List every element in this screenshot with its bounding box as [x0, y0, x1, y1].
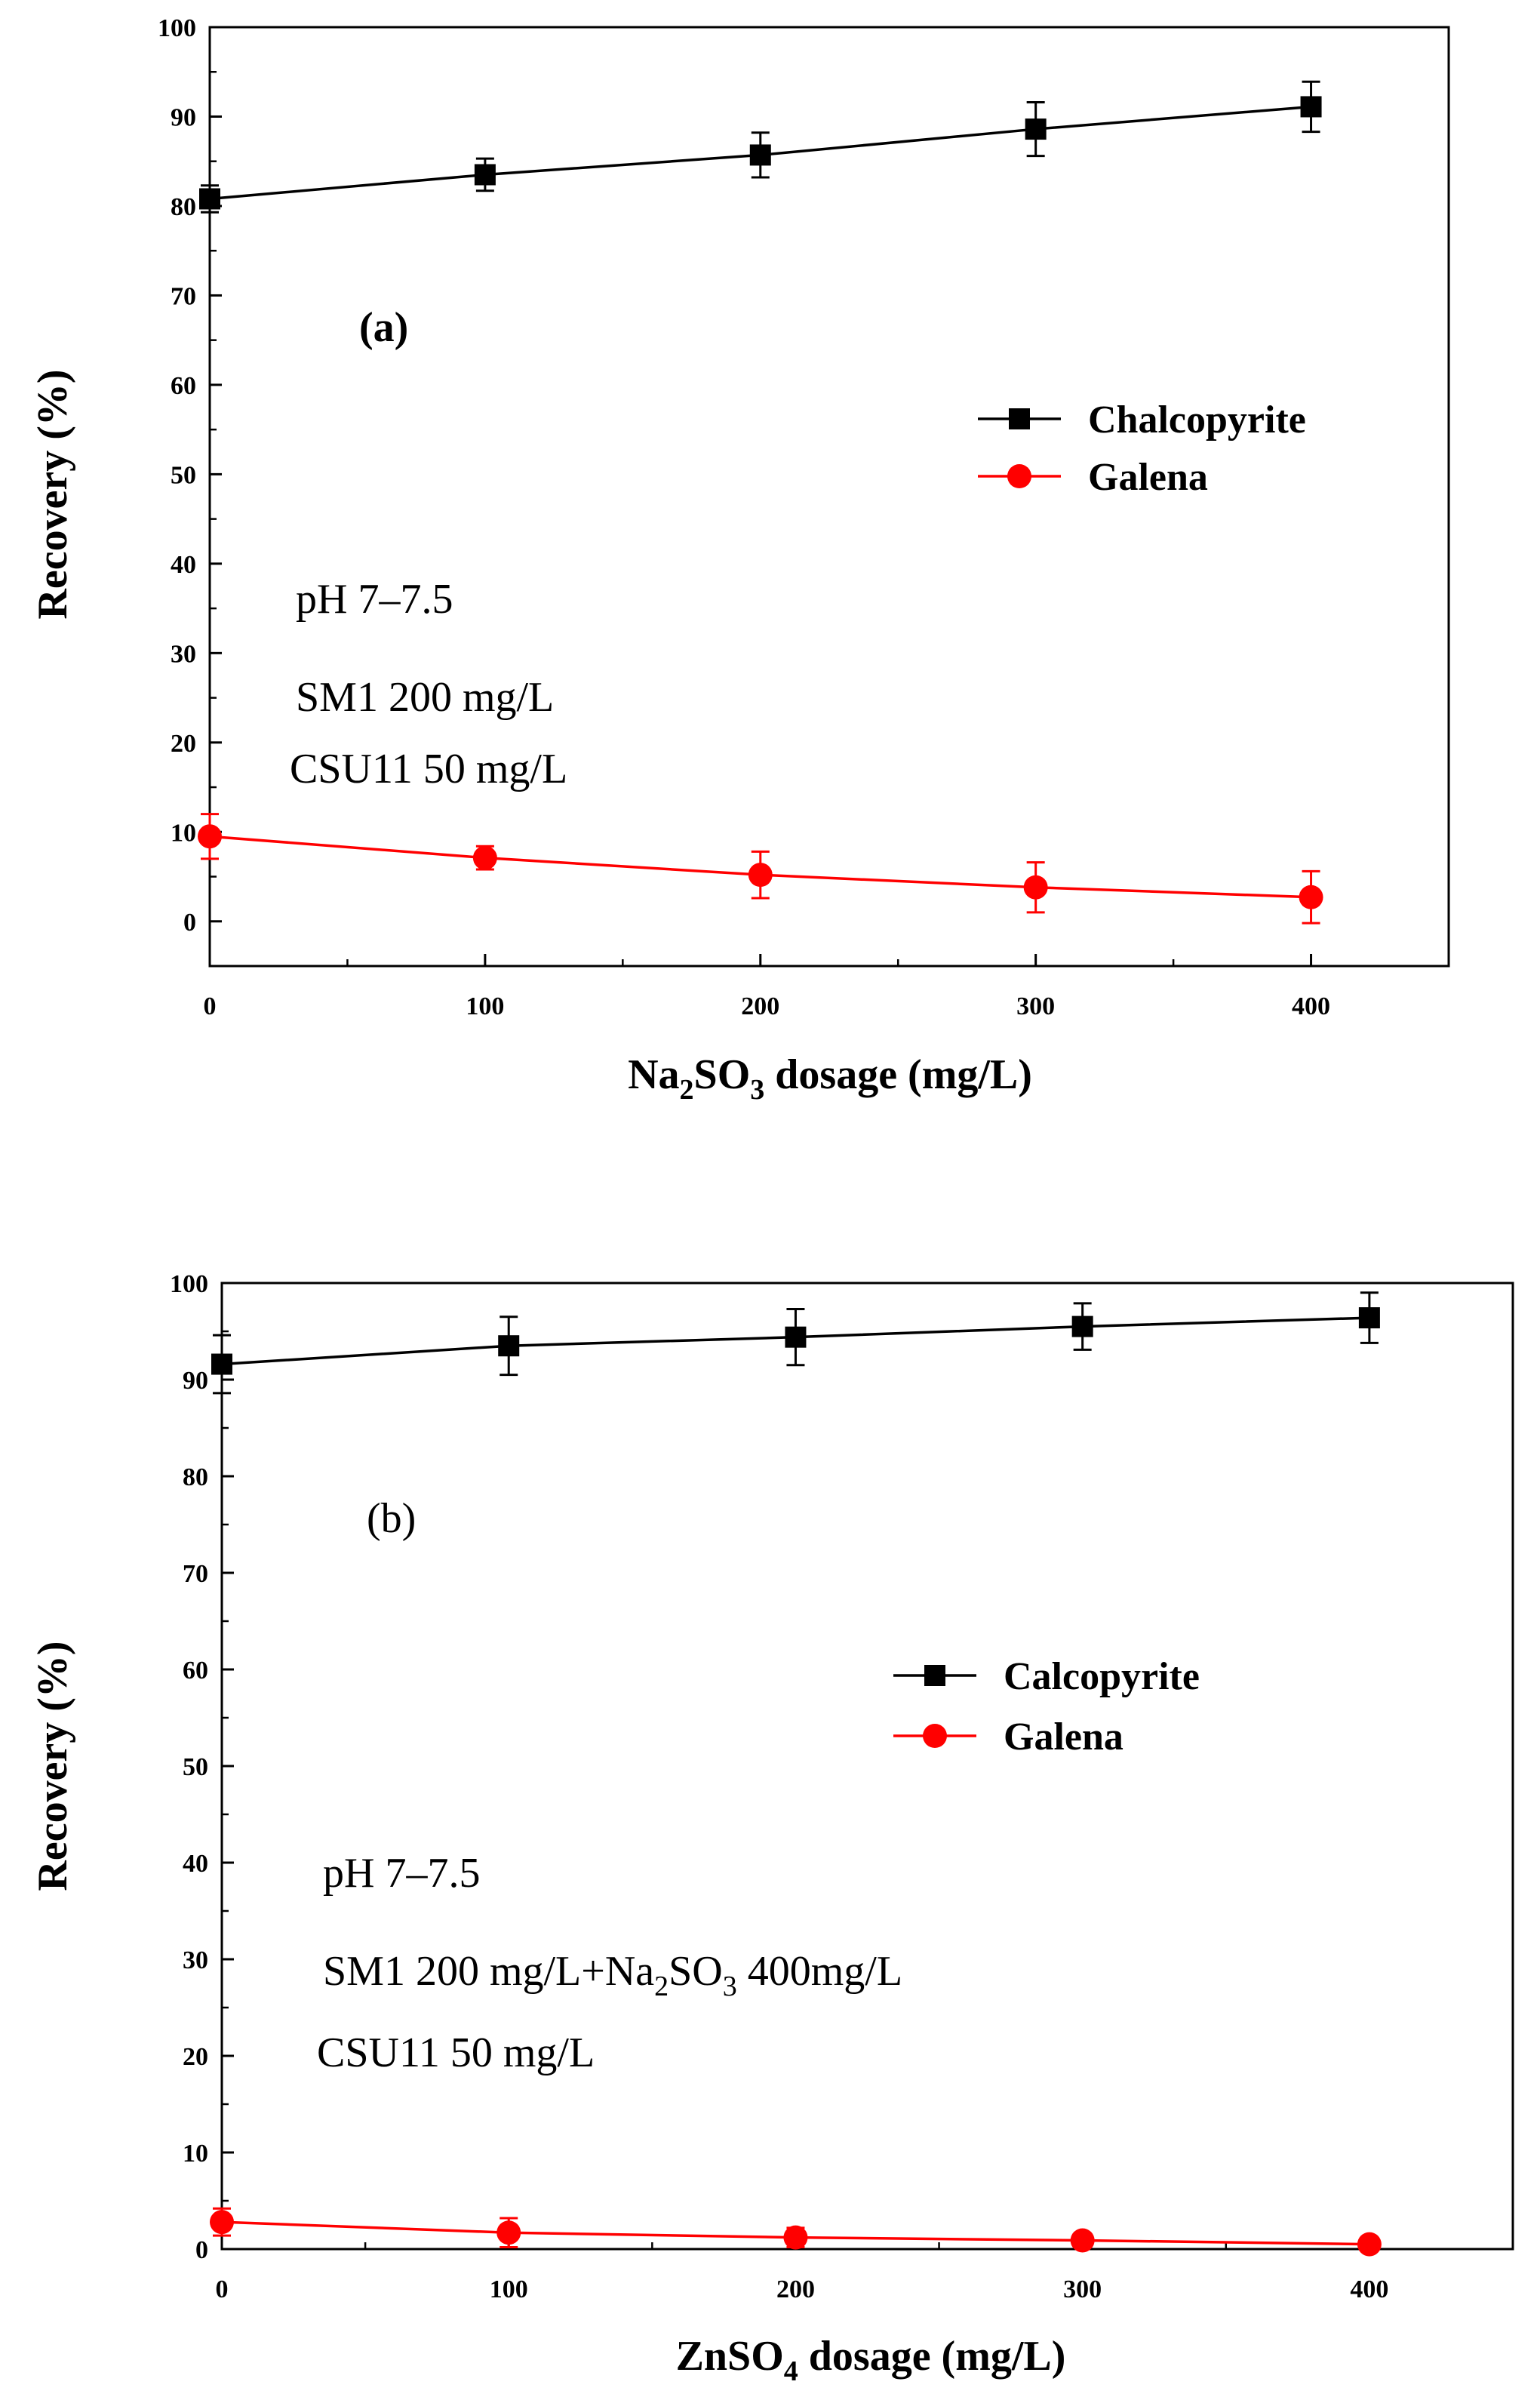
x-axis-title-main: dosage (mg/L) — [798, 2333, 1066, 2380]
panel-label: (a) — [359, 304, 408, 351]
x-axis-title: Na2SO3 dosage (mg/L) — [628, 1051, 1032, 1106]
y-tick-label: 50 — [183, 1753, 208, 1781]
data-point — [1357, 2232, 1382, 2257]
x-tick-label: 0 — [216, 2275, 229, 2303]
data-point — [199, 188, 220, 210]
legend-marker — [1009, 408, 1030, 429]
y-tick-label: 20 — [183, 2043, 208, 2071]
series-galena — [210, 2207, 1382, 2257]
annotation-subscript: 3 — [723, 1971, 737, 2002]
annotation: pH 7–7.5 — [296, 576, 453, 623]
y-tick-label: 60 — [183, 1657, 208, 1685]
panel-label: (b) — [367, 1495, 416, 1542]
annotation: SM1 200 mg/L+Na2SO3 400mg/L — [323, 1948, 902, 2002]
data-point — [1299, 885, 1323, 909]
x-tick-label: 300 — [1016, 992, 1055, 1020]
chart-panel-a: 0 10 20 30 40 50 60 70 80 90 100 0 100 200 300 400 Na2SO… — [29, 14, 1450, 1106]
x-tick-label: 200 — [741, 992, 779, 1020]
x-axis-title-subscript: 3 — [750, 1074, 764, 1106]
x-tick-label: 400 — [1292, 992, 1330, 1020]
y-tick-label: 90 — [183, 1367, 208, 1395]
x-axis-title-main: Na — [628, 1051, 679, 1098]
annotation-text: SM1 200 mg/L+Na — [323, 1948, 654, 1995]
y-tick-label: 0 — [195, 2236, 208, 2264]
data-point — [1300, 96, 1322, 118]
series-calcopyrite — [211, 1291, 1380, 1395]
y-tick-label: 60 — [171, 372, 196, 400]
data-point — [748, 863, 773, 888]
data-point — [498, 1335, 520, 1357]
y-tick-label: 40 — [171, 551, 196, 579]
series-chalcopyrite — [199, 80, 1322, 214]
annotation: CSU11 50 mg/L — [290, 746, 567, 792]
y-tick-label: 80 — [183, 1463, 208, 1491]
x-axis-title: ZnSO4 dosage (mg/L) — [676, 2333, 1066, 2387]
y-tick-label: 80 — [171, 193, 196, 221]
y-tick-label: 70 — [183, 1560, 208, 1588]
legend-marker — [1007, 464, 1031, 488]
x-axis-title-subscript: 4 — [784, 2355, 798, 2387]
y-tick-label: 100 — [170, 1270, 208, 1298]
x-tick-label: 400 — [1350, 2275, 1388, 2303]
data-point — [474, 164, 496, 186]
data-point — [211, 1353, 232, 1375]
y-tick-label: 10 — [171, 819, 196, 847]
annotation-text: SM1 200 mg/L — [296, 674, 554, 721]
annotation-text: CSU11 50 mg/L — [317, 2029, 595, 2076]
y-tick-label: 50 — [171, 461, 196, 489]
x-axis-title-main: SO — [694, 1051, 751, 1098]
annotation-text: SO — [669, 1948, 723, 1995]
legend-label: Galena — [1004, 1715, 1123, 1759]
series-galena — [198, 813, 1323, 925]
annotation-text: pH 7–7.5 — [296, 576, 453, 623]
data-point — [1358, 1307, 1380, 1329]
legend-marker — [923, 1724, 947, 1748]
data-point — [749, 144, 771, 166]
annotation-text: 400mg/L — [737, 1948, 902, 1995]
annotation-text: pH 7–7.5 — [323, 1850, 480, 1897]
y-tick-label: 70 — [171, 282, 196, 310]
y-tick-label: 0 — [183, 909, 196, 937]
x-tick-label: 200 — [776, 2275, 815, 2303]
data-point — [472, 845, 497, 870]
plot-frame — [208, 26, 1450, 968]
y-tick-label: 30 — [183, 1946, 208, 1974]
data-point — [1070, 2228, 1095, 2253]
y-tick-label: 30 — [171, 640, 196, 668]
x-tick-label: 100 — [490, 2275, 528, 2303]
x-tick-label: 300 — [1063, 2275, 1102, 2303]
x-axis-title-subscript: 2 — [680, 1074, 694, 1106]
annotation: SM1 200 mg/L — [296, 674, 554, 721]
data-point — [1071, 1315, 1093, 1337]
data-point — [198, 824, 222, 849]
data-point — [1025, 118, 1047, 140]
x-axis-title-main: ZnSO — [676, 2333, 784, 2380]
legend-label: Galena — [1088, 456, 1208, 499]
y-axis-title: Recovery (%) — [29, 1641, 76, 1891]
y-tick-label: 10 — [183, 2140, 208, 2168]
annotation: pH 7–7.5 — [323, 1850, 480, 1897]
data-point — [1023, 875, 1048, 900]
legend-label: Calcopyrite — [1004, 1655, 1200, 1698]
data-point — [785, 1326, 807, 1348]
y-axis-title: Recovery (%) — [29, 369, 76, 619]
legend-label: Chalcopyrite — [1088, 398, 1306, 442]
x-tick-label: 0 — [204, 992, 217, 1020]
x-tick-label: 100 — [466, 992, 504, 1020]
annotation-text: CSU11 50 mg/L — [290, 746, 567, 792]
data-point — [210, 2210, 234, 2235]
legend-marker — [924, 1665, 945, 1686]
y-tick-label: 100 — [158, 14, 196, 42]
y-tick-label: 20 — [171, 730, 196, 758]
annotation: CSU11 50 mg/L — [317, 2029, 595, 2076]
data-point — [783, 2225, 808, 2250]
data-point — [496, 2220, 521, 2245]
annotation-subscript: 2 — [654, 1971, 669, 2002]
y-tick-label: 40 — [183, 1850, 208, 1878]
y-tick-label: 90 — [171, 103, 196, 131]
x-axis-title-main: dosage (mg/L) — [764, 1051, 1032, 1098]
